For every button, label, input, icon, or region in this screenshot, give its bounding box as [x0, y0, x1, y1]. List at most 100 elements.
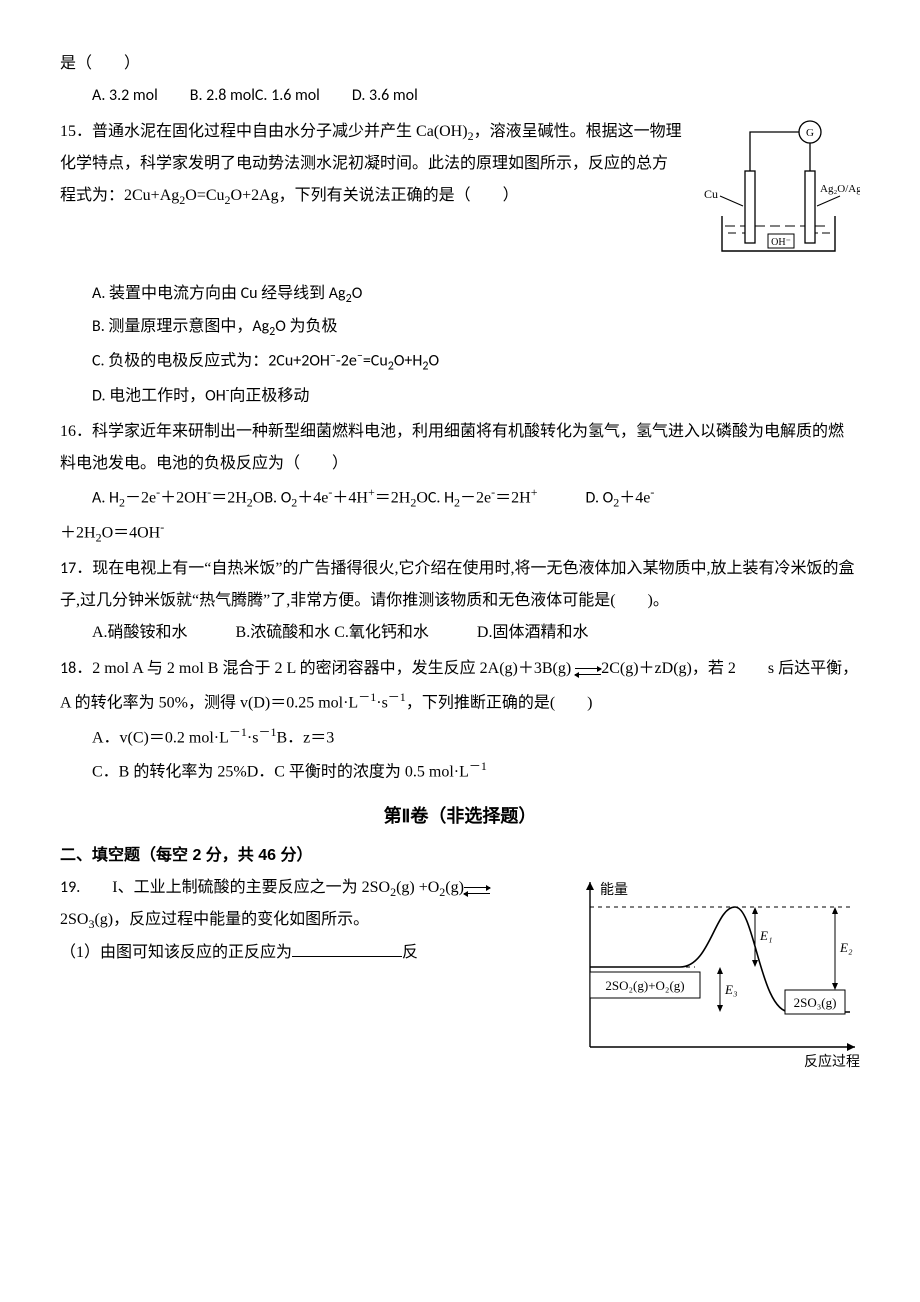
q19-q1-tail: 反: [402, 944, 418, 961]
q16-A-pre: A. H: [92, 489, 119, 508]
q18-bc: ，下列推断正确的是( ): [406, 695, 593, 712]
q16-B-b: ＋4e: [297, 490, 328, 507]
q16-D-s2: -: [650, 485, 654, 499]
q18-A-s2: －1: [258, 725, 276, 739]
q14-tail-text: 是（ ）: [60, 55, 140, 72]
q19-be: (g)，反应过程中能量的变化如图所示。: [94, 911, 369, 928]
q18-bb: ·s: [376, 695, 388, 712]
q18-A-s1: －1: [229, 725, 247, 739]
q19-block: 能量 反应过程 2SO₂(g)+O₂(g) 2SO₃(g) E₁: [60, 872, 860, 1084]
q16-D-sp: [537, 490, 585, 507]
fill-heading: 二、填空题（每空 2 分，共 46 分）: [60, 840, 860, 872]
q15-optA-b: O: [352, 284, 363, 303]
blank-input[interactable]: [292, 941, 402, 957]
q18-D-s1: －1: [469, 759, 487, 773]
q17-options-text: A.硝酸铵和水 B.浓硫酸和水 C.氧化钙和水 D.固体酒精和水: [92, 624, 588, 641]
q16-B-c: ＋4H: [332, 490, 368, 507]
q18-ba: 2 mol A 与 2 mol B 混合于 2 L 的密闭容器中，发生反应 2A…: [92, 660, 571, 677]
q16-D-b: ＋4e: [619, 490, 650, 507]
q18-B: B．z＝3: [276, 729, 334, 746]
q14-tail: 是（ ）: [60, 48, 860, 80]
q16-D-pre: D. O: [586, 489, 614, 508]
q16-B-s3: +: [368, 485, 375, 499]
section-2-title-text: 第Ⅱ卷（非选择题）: [384, 806, 537, 826]
circuit-svg: G Cu Ag₂O/Ag OH⁻: [690, 116, 860, 266]
q18-C: C．B 的转化率为 25%: [92, 763, 247, 780]
e3-label: E₃: [724, 982, 737, 997]
q18-optsCD: C．B 的转化率为 25%D．C 平衡时的浓度为 0.5 mol·L－1: [60, 754, 860, 788]
q16-B-e: O: [416, 490, 428, 507]
q16-l2-a: ＋2H: [60, 524, 96, 541]
q16-l2-b: O＝4OH: [102, 524, 161, 541]
q15-diagram: G Cu Ag₂O/Ag OH⁻: [690, 116, 860, 278]
q16-A-b: －2e: [125, 490, 156, 507]
q16-C-pre: C. H: [428, 489, 454, 508]
q15-optC-e: O: [428, 352, 439, 371]
q15-block: G Cu Ag₂O/Ag OH⁻ 15．普通水泥在固化过: [60, 116, 860, 278]
q16-A-c: ＋2OH: [160, 490, 207, 507]
oh-label: OH⁻: [771, 237, 791, 248]
q18-optsAB: A．v(C)＝0.2 mol·L－1·s－1B．z＝3: [60, 720, 860, 754]
q15-td: O+2Ag，下列有关说法正确的是（ ）: [231, 187, 519, 204]
q16-A-d: ＝2H: [211, 490, 247, 507]
q19-diagram: 能量 反应过程 2SO₂(g)+O₂(g) 2SO₃(g) E₁: [560, 872, 860, 1084]
q15-optB-b: O 为负极: [275, 317, 337, 336]
q16-options-line2: ＋2H2O＝4OH-: [60, 515, 860, 550]
y-label: 能量: [600, 882, 628, 898]
q18-D-a: D．C 平衡时的浓度为 0.5 mol·L: [247, 763, 469, 780]
cu-label: Cu: [704, 187, 718, 201]
q18-s1: －1: [358, 690, 376, 704]
q16-l2-s2: -: [160, 520, 164, 534]
q16-C-c: ＝2H: [495, 490, 531, 507]
q15-optC-d: O+H: [394, 352, 423, 371]
q17-num: 17．: [60, 559, 92, 578]
q15-optC: C. 负极的电极反应式为：2Cu+2OH–-2e–=Cu2O+H2O: [60, 344, 860, 379]
x-label: 反应过程: [804, 1053, 860, 1070]
reactant-label: 2SO₂(g)+O₂(g): [605, 978, 684, 993]
electrode-ag: [805, 171, 815, 243]
q19-bc: (g): [445, 879, 464, 896]
q19-q1: （1）由图可知该反应的正反应为: [60, 944, 292, 961]
q16-body: 16．科学家近年来研制出一种新型细菌燃料电池，利用细菌将有机酸转化为氢气，氢气进…: [60, 416, 860, 480]
q17-options: A.硝酸铵和水 B.浓硫酸和水 C.氧化钙和水 D.固体酒精和水: [60, 617, 860, 649]
q18-s2: －1: [388, 690, 406, 704]
q16-num: 16．: [60, 423, 92, 440]
q19-ba: I、工业上制硫酸的主要反应之一为 2SO: [112, 879, 390, 896]
q15-optB-a: B. 测量原理示意图中，Ag: [92, 317, 269, 336]
q17-body-text: 现在电视上有一“自热米饭”的广告播得很火,它介绍在使用时,将一无色液体加入某物质…: [60, 560, 854, 609]
q15-optB: B. 测量原理示意图中，Ag2O 为负极: [60, 311, 860, 344]
q15-optC-a: C. 负极的电极反应式为：2Cu+2OH: [92, 352, 330, 371]
section-2-title: 第Ⅱ卷（非选择题）: [60, 798, 860, 834]
q15-ta: 普通水泥在固化过程中自由水分子减少并产生 Ca(OH): [92, 123, 468, 140]
energy-svg: 能量 反应过程 2SO₂(g)+O₂(g) 2SO₃(g) E₁: [560, 872, 860, 1072]
q15-optA: A. 装置中电流方向由 Cu 经导线到 Ag2O: [60, 278, 860, 311]
q16-C-b: －2e: [460, 490, 491, 507]
ag-label: Ag₂O/Ag: [820, 183, 860, 195]
q15-optC-b: -2e: [336, 352, 357, 371]
e2-label: E₂: [839, 940, 853, 955]
q15-optD-a: D. 电池工作时，OH: [92, 386, 226, 405]
q14-options-text: A. 3.2 mol B. 2.8 molC. 1.6 mol D. 3.6 m…: [92, 86, 418, 105]
q16-B-pre: B. O: [264, 489, 291, 508]
q14-options: A. 3.2 mol B. 2.8 molC. 1.6 mol D. 3.6 m…: [60, 80, 860, 112]
q16-options-line1: A. H2－2e-＋2OH-＝2H2OB. O2＋4e-＋4H+＝2H2OC. …: [60, 480, 860, 515]
fill-heading-text: 二、填空题（每空 2 分，共 46 分）: [60, 847, 312, 864]
q19-num: 19.: [60, 878, 112, 897]
galvanometer-label: G: [806, 127, 814, 139]
q16-A-e: O: [253, 490, 265, 507]
q18-body: 18．2 mol A 与 2 mol B 混合于 2 L 的密闭容器中，发生反应…: [60, 653, 860, 719]
q15-optC-c: =Cu: [363, 352, 388, 371]
q16-body-text: 科学家近年来研制出一种新型细菌燃料电池，利用细菌将有机酸转化为氢气，氢气进入以磷…: [60, 423, 844, 472]
q15-optD: D. 电池工作时，OH-向正极移动: [60, 379, 860, 412]
q15-num: 15．: [60, 123, 92, 140]
product-label: 2SO₃(g): [794, 995, 837, 1010]
q16-B-d: ＝2H: [375, 490, 411, 507]
q15-tc: O=Cu: [185, 187, 224, 204]
q18-A-b: ·s: [247, 729, 259, 746]
q19-bb: (g) +O: [396, 879, 439, 896]
q15-optA-a: A. 装置中电流方向由 Cu 经导线到 Ag: [92, 284, 346, 303]
q15-optD-b: 向正极移动: [229, 386, 309, 405]
q18-A-a: A．v(C)＝0.2 mol·L: [92, 729, 229, 746]
q17-body: 17．现在电视上有一“自热米饭”的广告播得很火,它介绍在使用时,将一无色液体加入…: [60, 553, 860, 617]
q18-num: 18．: [60, 659, 92, 678]
